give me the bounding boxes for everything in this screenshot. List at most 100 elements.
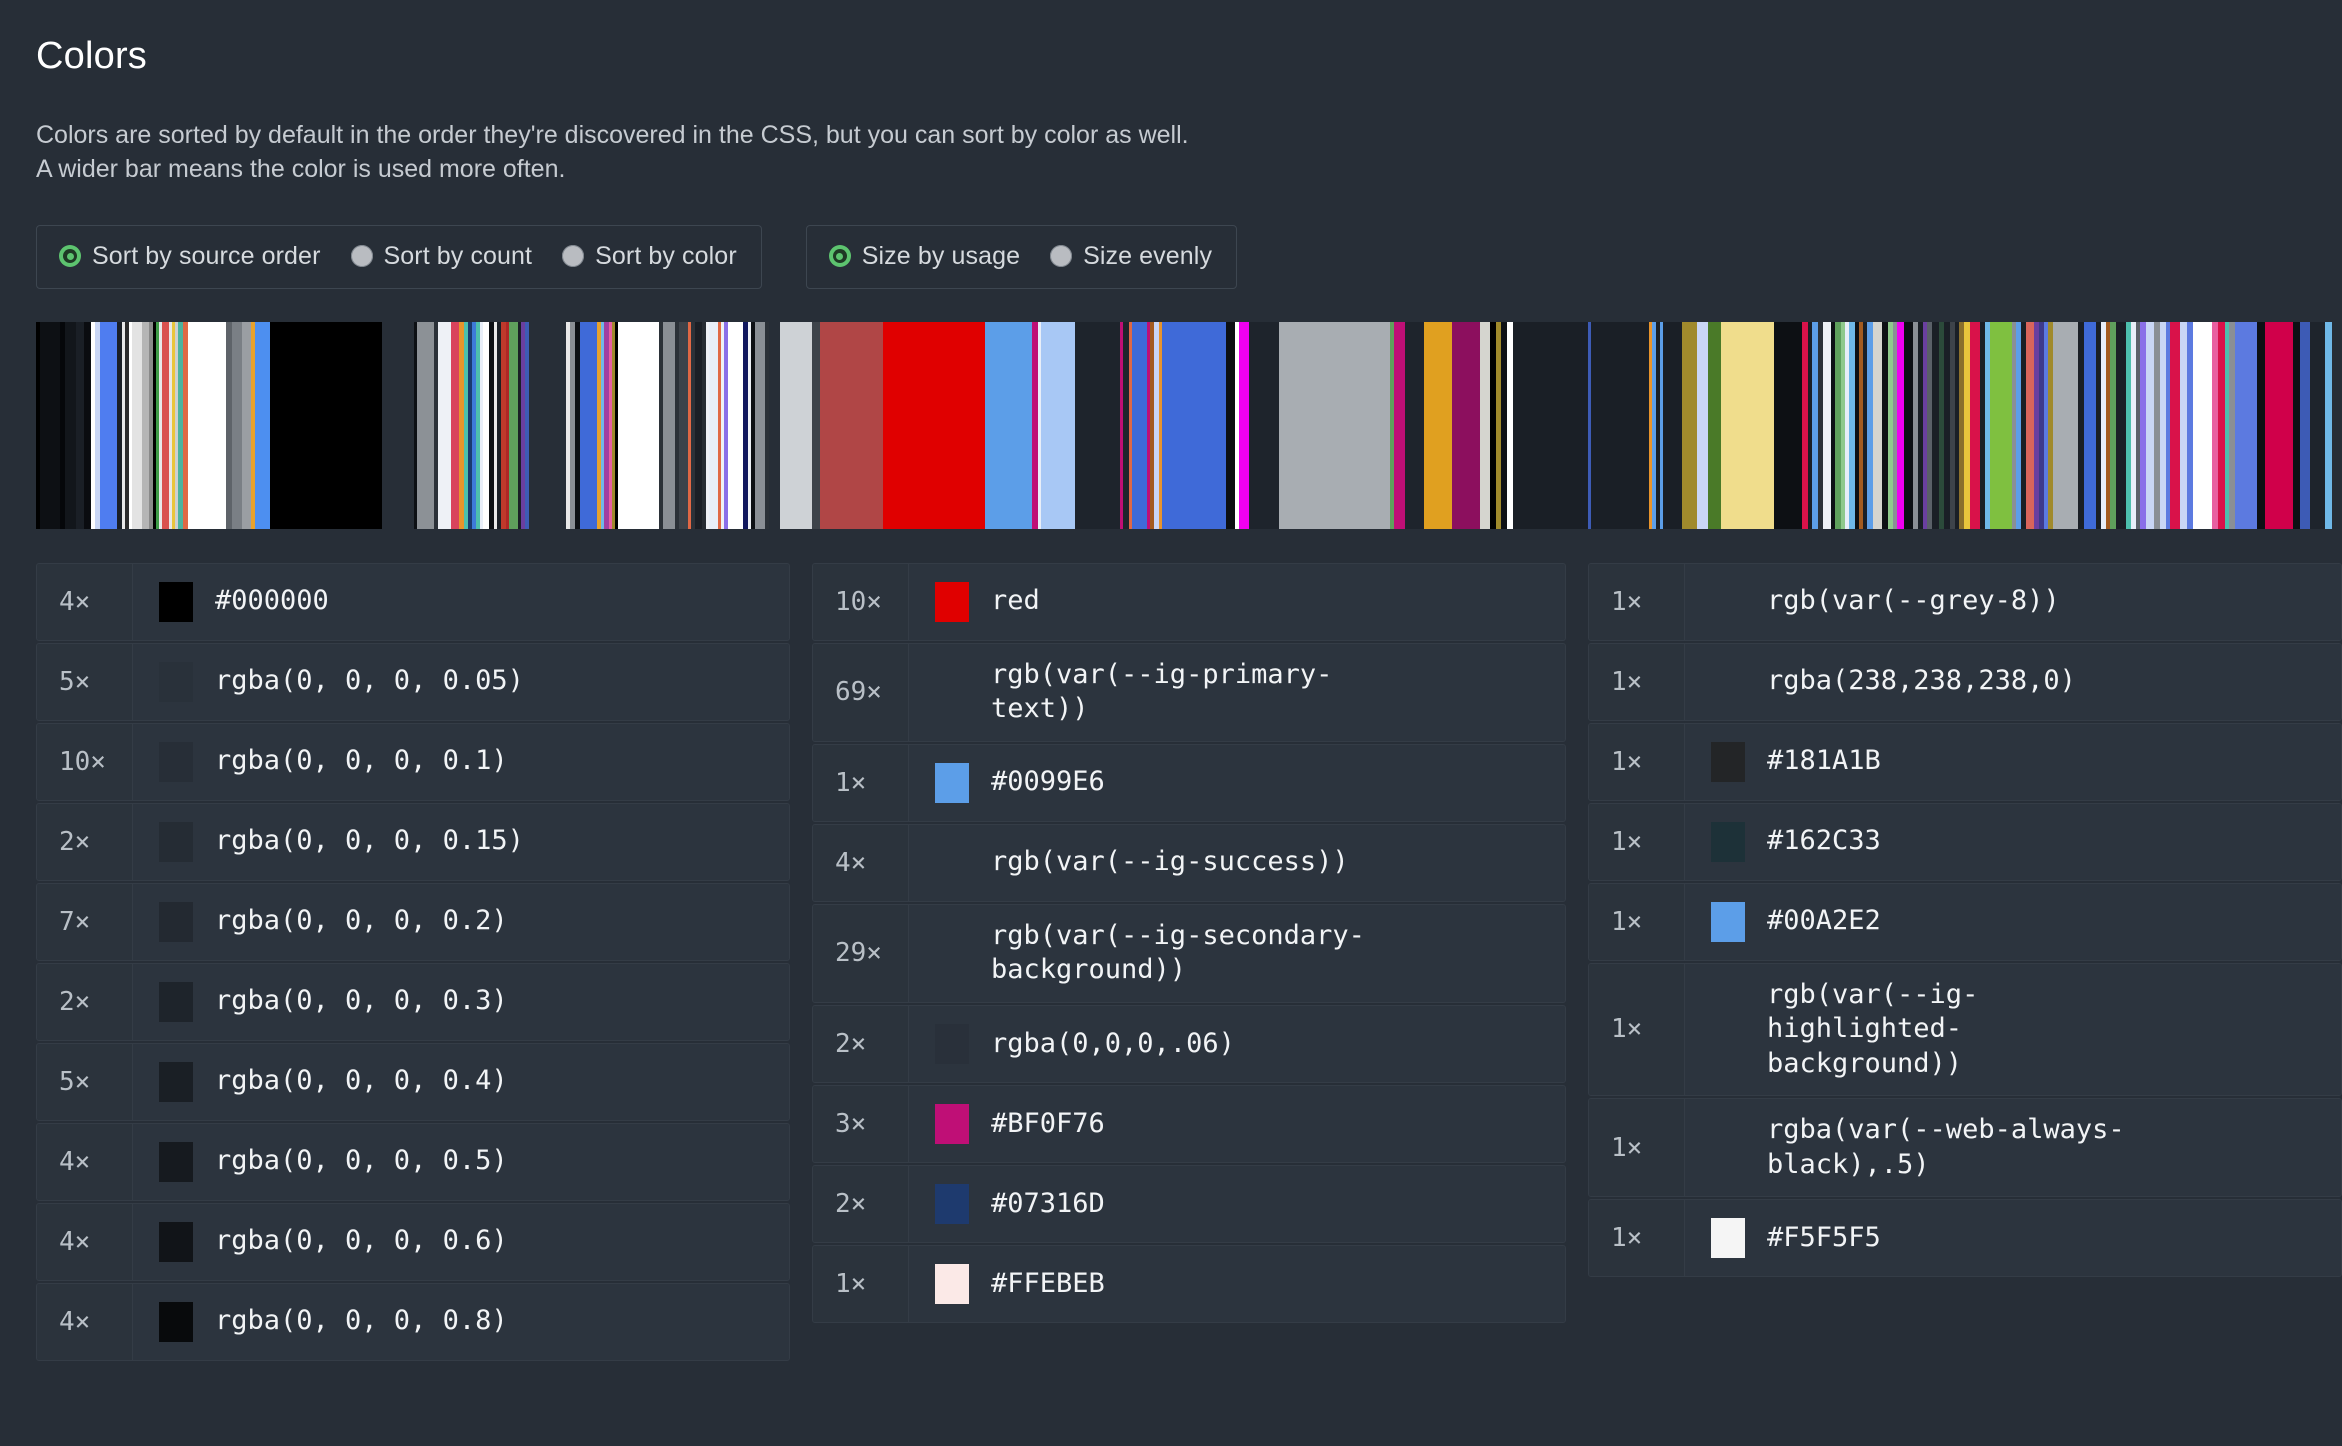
color-stripe[interactable] [2145, 321, 2155, 529]
sort-by-option-2[interactable]: Sort by color [562, 242, 737, 271]
color-stripe[interactable] [1591, 321, 1650, 529]
color-stripe[interactable] [1663, 321, 1683, 529]
color-stripe[interactable] [451, 321, 459, 529]
size-by-option-0[interactable]: Size by usage [828, 242, 1020, 271]
color-stripe[interactable] [483, 321, 489, 529]
color-stripe[interactable] [755, 321, 765, 529]
color-stripe[interactable] [1913, 321, 1918, 529]
color-stripe[interactable] [2052, 321, 2079, 529]
color-stripe[interactable] [1659, 321, 1663, 529]
color-row[interactable]: 10× red [812, 562, 1566, 641]
color-stripe[interactable] [149, 321, 153, 529]
color-stripe[interactable] [747, 321, 751, 529]
color-stripe[interactable] [1128, 321, 1132, 529]
color-stripe[interactable] [2130, 321, 2136, 529]
color-stripe[interactable] [497, 321, 502, 529]
radio-button-icon[interactable] [350, 245, 373, 268]
color-stripe[interactable] [687, 321, 691, 529]
color-stripe[interactable] [165, 321, 169, 529]
color-stripe[interactable] [517, 321, 521, 529]
color-stripe[interactable] [1939, 321, 1945, 529]
color-stripe[interactable] [728, 321, 744, 529]
color-stripe[interactable] [1867, 321, 1873, 529]
color-stripe[interactable] [129, 321, 133, 529]
color-stripe[interactable] [1979, 321, 1986, 529]
color-stripe[interactable] [743, 321, 748, 529]
color-stripe[interactable] [75, 321, 85, 529]
color-stripe[interactable] [1239, 321, 1249, 529]
color-row[interactable]: 29× rgb(var(--ig-secondary- background)) [812, 903, 1566, 1003]
color-row[interactable]: 2× rgba(0, 0, 0, 0.3) [36, 962, 790, 1041]
color-stripe[interactable] [1489, 321, 1496, 529]
color-stripe[interactable] [1990, 321, 2012, 529]
color-stripe[interactable] [2179, 321, 2188, 529]
color-stripe[interactable] [2218, 321, 2225, 529]
color-stripe[interactable] [2159, 321, 2166, 529]
color-row[interactable]: 1× #162C33 [1588, 802, 2342, 881]
color-stripe[interactable] [117, 321, 122, 529]
color-stripe[interactable] [1903, 321, 1914, 529]
color-stripe[interactable] [525, 321, 530, 529]
color-stripe[interactable] [2106, 321, 2111, 529]
color-stripe[interactable] [2154, 321, 2160, 529]
color-stripe[interactable] [579, 321, 597, 529]
color-row[interactable]: 1× rgb(var(--ig- highlighted- background)… [1588, 962, 2342, 1097]
color-stripe[interactable] [1123, 321, 1129, 529]
color-stripe[interactable] [2048, 321, 2053, 529]
color-stripe[interactable] [1479, 321, 1490, 529]
color-stripe[interactable] [508, 321, 518, 529]
color-stripe[interactable] [1927, 321, 1932, 529]
color-stripe[interactable] [614, 321, 619, 529]
color-stripe[interactable] [1858, 321, 1864, 529]
color-stripe[interactable] [565, 321, 570, 529]
color-stripe[interactable] [471, 321, 476, 529]
color-stripe[interactable] [705, 321, 710, 529]
color-stripe[interactable] [2096, 321, 2101, 529]
color-stripe[interactable] [464, 321, 469, 529]
color-stripe[interactable] [2115, 321, 2127, 529]
color-stripe[interactable] [2165, 321, 2171, 529]
color-stripe[interactable] [1278, 321, 1391, 529]
color-stripe[interactable] [1844, 321, 1850, 529]
color-row[interactable]: 2× #07316D [812, 1164, 1566, 1243]
color-stripe[interactable] [90, 321, 95, 529]
color-stripe[interactable] [2135, 321, 2141, 529]
color-row[interactable]: 4× #000000 [36, 562, 790, 641]
color-stripe[interactable] [438, 321, 452, 529]
color-stripe[interactable] [2140, 321, 2146, 529]
color-stripe[interactable] [1923, 321, 1928, 529]
color-stripe[interactable] [2110, 321, 2116, 529]
color-stripe[interactable] [1963, 321, 1971, 529]
color-stripe[interactable] [251, 321, 256, 529]
color-stripe[interactable] [1150, 321, 1155, 529]
color-stripe[interactable] [1882, 321, 1888, 529]
color-stripe[interactable] [1818, 321, 1823, 529]
color-stripe[interactable] [520, 321, 526, 529]
color-stripe[interactable] [501, 321, 506, 529]
color-row[interactable]: 4× rgb(var(--ig-success)) [812, 823, 1566, 902]
color-stripe[interactable] [2310, 321, 2326, 529]
color-row[interactable]: 1× #0099E6 [812, 743, 1566, 822]
color-stripe[interactable] [1146, 321, 1151, 529]
color-stripe[interactable] [182, 321, 188, 529]
color-stripe[interactable] [505, 321, 509, 529]
color-stripe[interactable] [141, 321, 150, 529]
color-stripe[interactable] [1161, 321, 1227, 529]
color-stripe[interactable] [168, 321, 172, 529]
color-row[interactable]: 69× rgb(var(--ig-primary- text)) [812, 642, 1566, 742]
color-stripe[interactable] [270, 321, 382, 529]
color-stripe[interactable] [1037, 321, 1041, 529]
color-stripe[interactable] [2038, 321, 2044, 529]
color-stripe[interactable] [468, 321, 472, 529]
color-stripe[interactable] [569, 321, 576, 529]
color-stripe[interactable] [84, 321, 91, 529]
color-stripe[interactable] [1822, 321, 1832, 529]
color-stripe[interactable] [94, 321, 101, 529]
color-stripe[interactable] [2187, 321, 2193, 529]
color-stripe[interactable] [475, 321, 481, 529]
color-row[interactable]: 3× #BF0F76 [812, 1084, 1566, 1163]
color-stripe[interactable] [601, 321, 605, 529]
color-stripe[interactable] [1955, 321, 1960, 529]
color-stripe[interactable] [1513, 321, 1589, 529]
color-row[interactable]: 5× rgba(0, 0, 0, 0.05) [36, 642, 790, 721]
